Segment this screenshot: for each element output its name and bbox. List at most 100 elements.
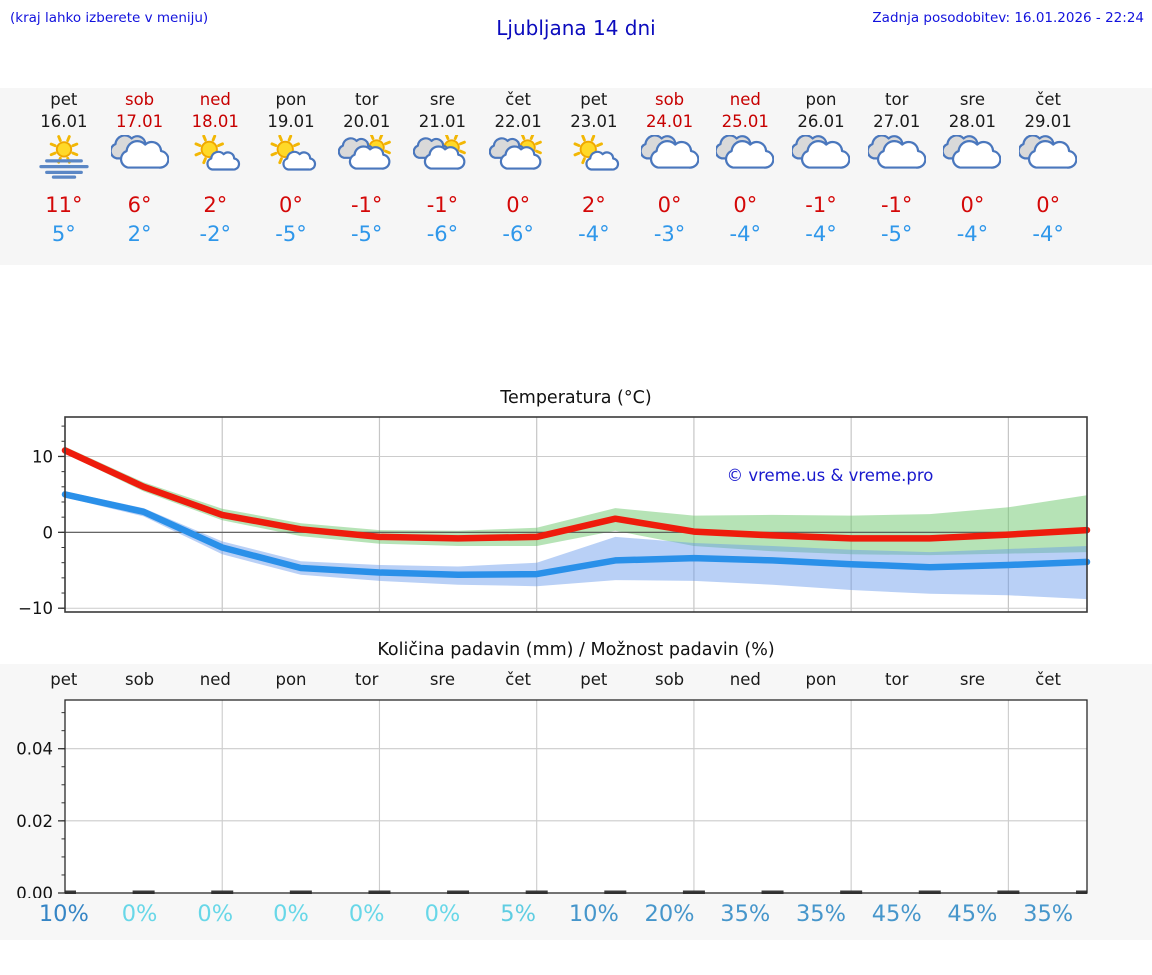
day-date: 20.01 <box>343 112 391 131</box>
precip-probability: 0% <box>121 901 158 927</box>
day-column: sre 21.01 -1° -6° <box>405 88 481 265</box>
high-temperature: 11° <box>45 193 83 217</box>
day-date: 21.01 <box>418 112 467 131</box>
day-name: pon <box>275 90 307 109</box>
precip-probability: 5% <box>500 901 536 927</box>
high-temperature: -1° <box>805 193 837 217</box>
partly-cloudy-icon <box>413 133 467 170</box>
cloudy-icon <box>714 134 775 169</box>
precip-day-label: čet <box>505 670 531 689</box>
cloudy-icon <box>790 134 851 169</box>
low-temperature: -4° <box>805 222 837 246</box>
watermark-link[interactable]: © vreme.us & vreme.pro <box>727 466 934 485</box>
temperature-chart: 10 0 −10 © vreme.us & vreme.pro <box>18 416 1091 615</box>
page-title: Ljubljana 14 dni <box>496 16 656 40</box>
day-date: 27.01 <box>873 112 921 131</box>
mostly-sunny-icon <box>573 134 619 171</box>
precip-day-label: pon <box>805 670 837 689</box>
precip-probability: 45% <box>871 901 922 927</box>
day-date: 18.01 <box>191 112 239 131</box>
precip-probability: 0% <box>348 901 385 927</box>
day-date: 26.01 <box>797 112 845 131</box>
high-temperature: -1° <box>350 193 383 217</box>
low-temperature: -6° <box>426 222 459 246</box>
weather-icon-cell <box>783 134 859 181</box>
precip-day-label: tor <box>355 670 379 689</box>
weather-icon-cell <box>102 134 178 181</box>
high-temperature: 6° <box>127 193 152 217</box>
forecast-days: pet 16.01 11° 5° sob 17.01 6° 2° ned 18.01 2° -2° p… <box>26 88 1086 265</box>
low-temperature: -4° <box>578 222 610 246</box>
weather-icon-cell <box>405 133 481 181</box>
weather-icon-cell <box>556 134 632 181</box>
day-date: 24.01 <box>645 112 694 131</box>
weather-icon-cell <box>1010 134 1086 181</box>
day-name: čet <box>1035 90 1061 109</box>
low-temperature: -4° <box>729 222 761 246</box>
high-temperature: 2° <box>581 193 606 217</box>
precip-day-label: sre <box>959 670 985 689</box>
precip-probability: 35% <box>1023 901 1074 927</box>
low-temperature: 5° <box>51 222 76 246</box>
day-column: sre 28.01 0° -4° <box>935 88 1011 265</box>
low-temperature: -4° <box>1032 222 1064 246</box>
day-date: 25.01 <box>721 112 769 131</box>
day-name: ned <box>199 90 231 109</box>
low-temperature: -5° <box>350 222 383 246</box>
high-temperature: 0° <box>960 193 985 217</box>
day-date: 22.01 <box>494 112 542 131</box>
day-column: pet 23.01 2° -4° <box>556 88 632 265</box>
day-column: čet 22.01 0° -6° <box>480 88 556 265</box>
low-temperature: 2° <box>127 222 152 246</box>
svg-text:0: 0 <box>43 523 54 542</box>
high-temperature: 0° <box>657 193 682 217</box>
precip-probability: 45% <box>947 901 998 927</box>
day-date: 29.01 <box>1024 112 1072 131</box>
precip-probability: 20% <box>644 901 695 927</box>
mostly-sunny-icon <box>194 134 241 171</box>
precip-chart-title: Količina padavin (mm) / Možnost padavin … <box>377 640 775 660</box>
high-temperature: 0° <box>1036 193 1061 217</box>
day-name: sre <box>429 90 455 109</box>
high-temperature: 0° <box>733 193 758 217</box>
day-column: pon 19.01 0° -5° <box>253 88 329 265</box>
low-temperature: -5° <box>880 222 913 246</box>
page-header: (kraj lahko izberete v meniju) Ljubljana… <box>0 0 1152 60</box>
precip-probability: 10% <box>38 901 89 927</box>
precip-probability: 35% <box>795 901 846 927</box>
svg-text:0.00: 0.00 <box>16 884 53 898</box>
day-column: tor 20.01 -1° -5° <box>329 88 405 265</box>
day-column: sob 24.01 0° -3° <box>632 88 708 265</box>
precip-probability-row: 10% 0% 0% 0% 0% 0% 5% 10% 20% 35% 35% 45% 45% 35% <box>26 901 1086 927</box>
precip-day-label: pon <box>275 670 307 689</box>
last-updated: Zadnja posodobitev: 16.01.2026 - 22:24 <box>872 10 1144 26</box>
day-name: sob <box>124 90 155 109</box>
weather-icon-cell <box>480 133 556 181</box>
mostly-sunny-icon <box>270 134 317 171</box>
day-date: 23.01 <box>570 112 618 131</box>
precip-day-label: sob <box>654 670 685 689</box>
precip-day-label: ned <box>729 670 761 689</box>
day-name: pet <box>580 90 608 109</box>
high-temperature: -1° <box>426 193 459 217</box>
cloudy-icon <box>941 134 1002 169</box>
high-temperature: 0° <box>506 193 531 217</box>
low-temperature: -6° <box>502 222 534 246</box>
day-column: pet 16.01 11° 5° <box>26 88 102 265</box>
precip-day-label: čet <box>1035 670 1061 689</box>
menu-hint: (kraj lahko izberete v meniju) <box>10 10 209 26</box>
cloudy-icon <box>639 134 699 169</box>
day-name: pet <box>50 90 78 109</box>
day-column: tor 27.01 -1° -5° <box>859 88 935 265</box>
weather-icon-cell <box>177 134 253 181</box>
sun-fog-icon <box>39 135 89 179</box>
day-date: 19.01 <box>267 112 315 131</box>
svg-text:0.02: 0.02 <box>16 812 53 831</box>
day-name: tor <box>885 90 909 109</box>
weather-icon-cell <box>859 134 935 181</box>
weather-icon-cell <box>253 134 329 181</box>
cloudy-icon <box>1017 134 1078 169</box>
day-name: sre <box>959 90 985 109</box>
precip-day-labels: pet sob ned pon tor sre čet pet sob ned pon tor sre č… <box>26 670 1086 689</box>
day-date: 17.01 <box>115 112 164 131</box>
